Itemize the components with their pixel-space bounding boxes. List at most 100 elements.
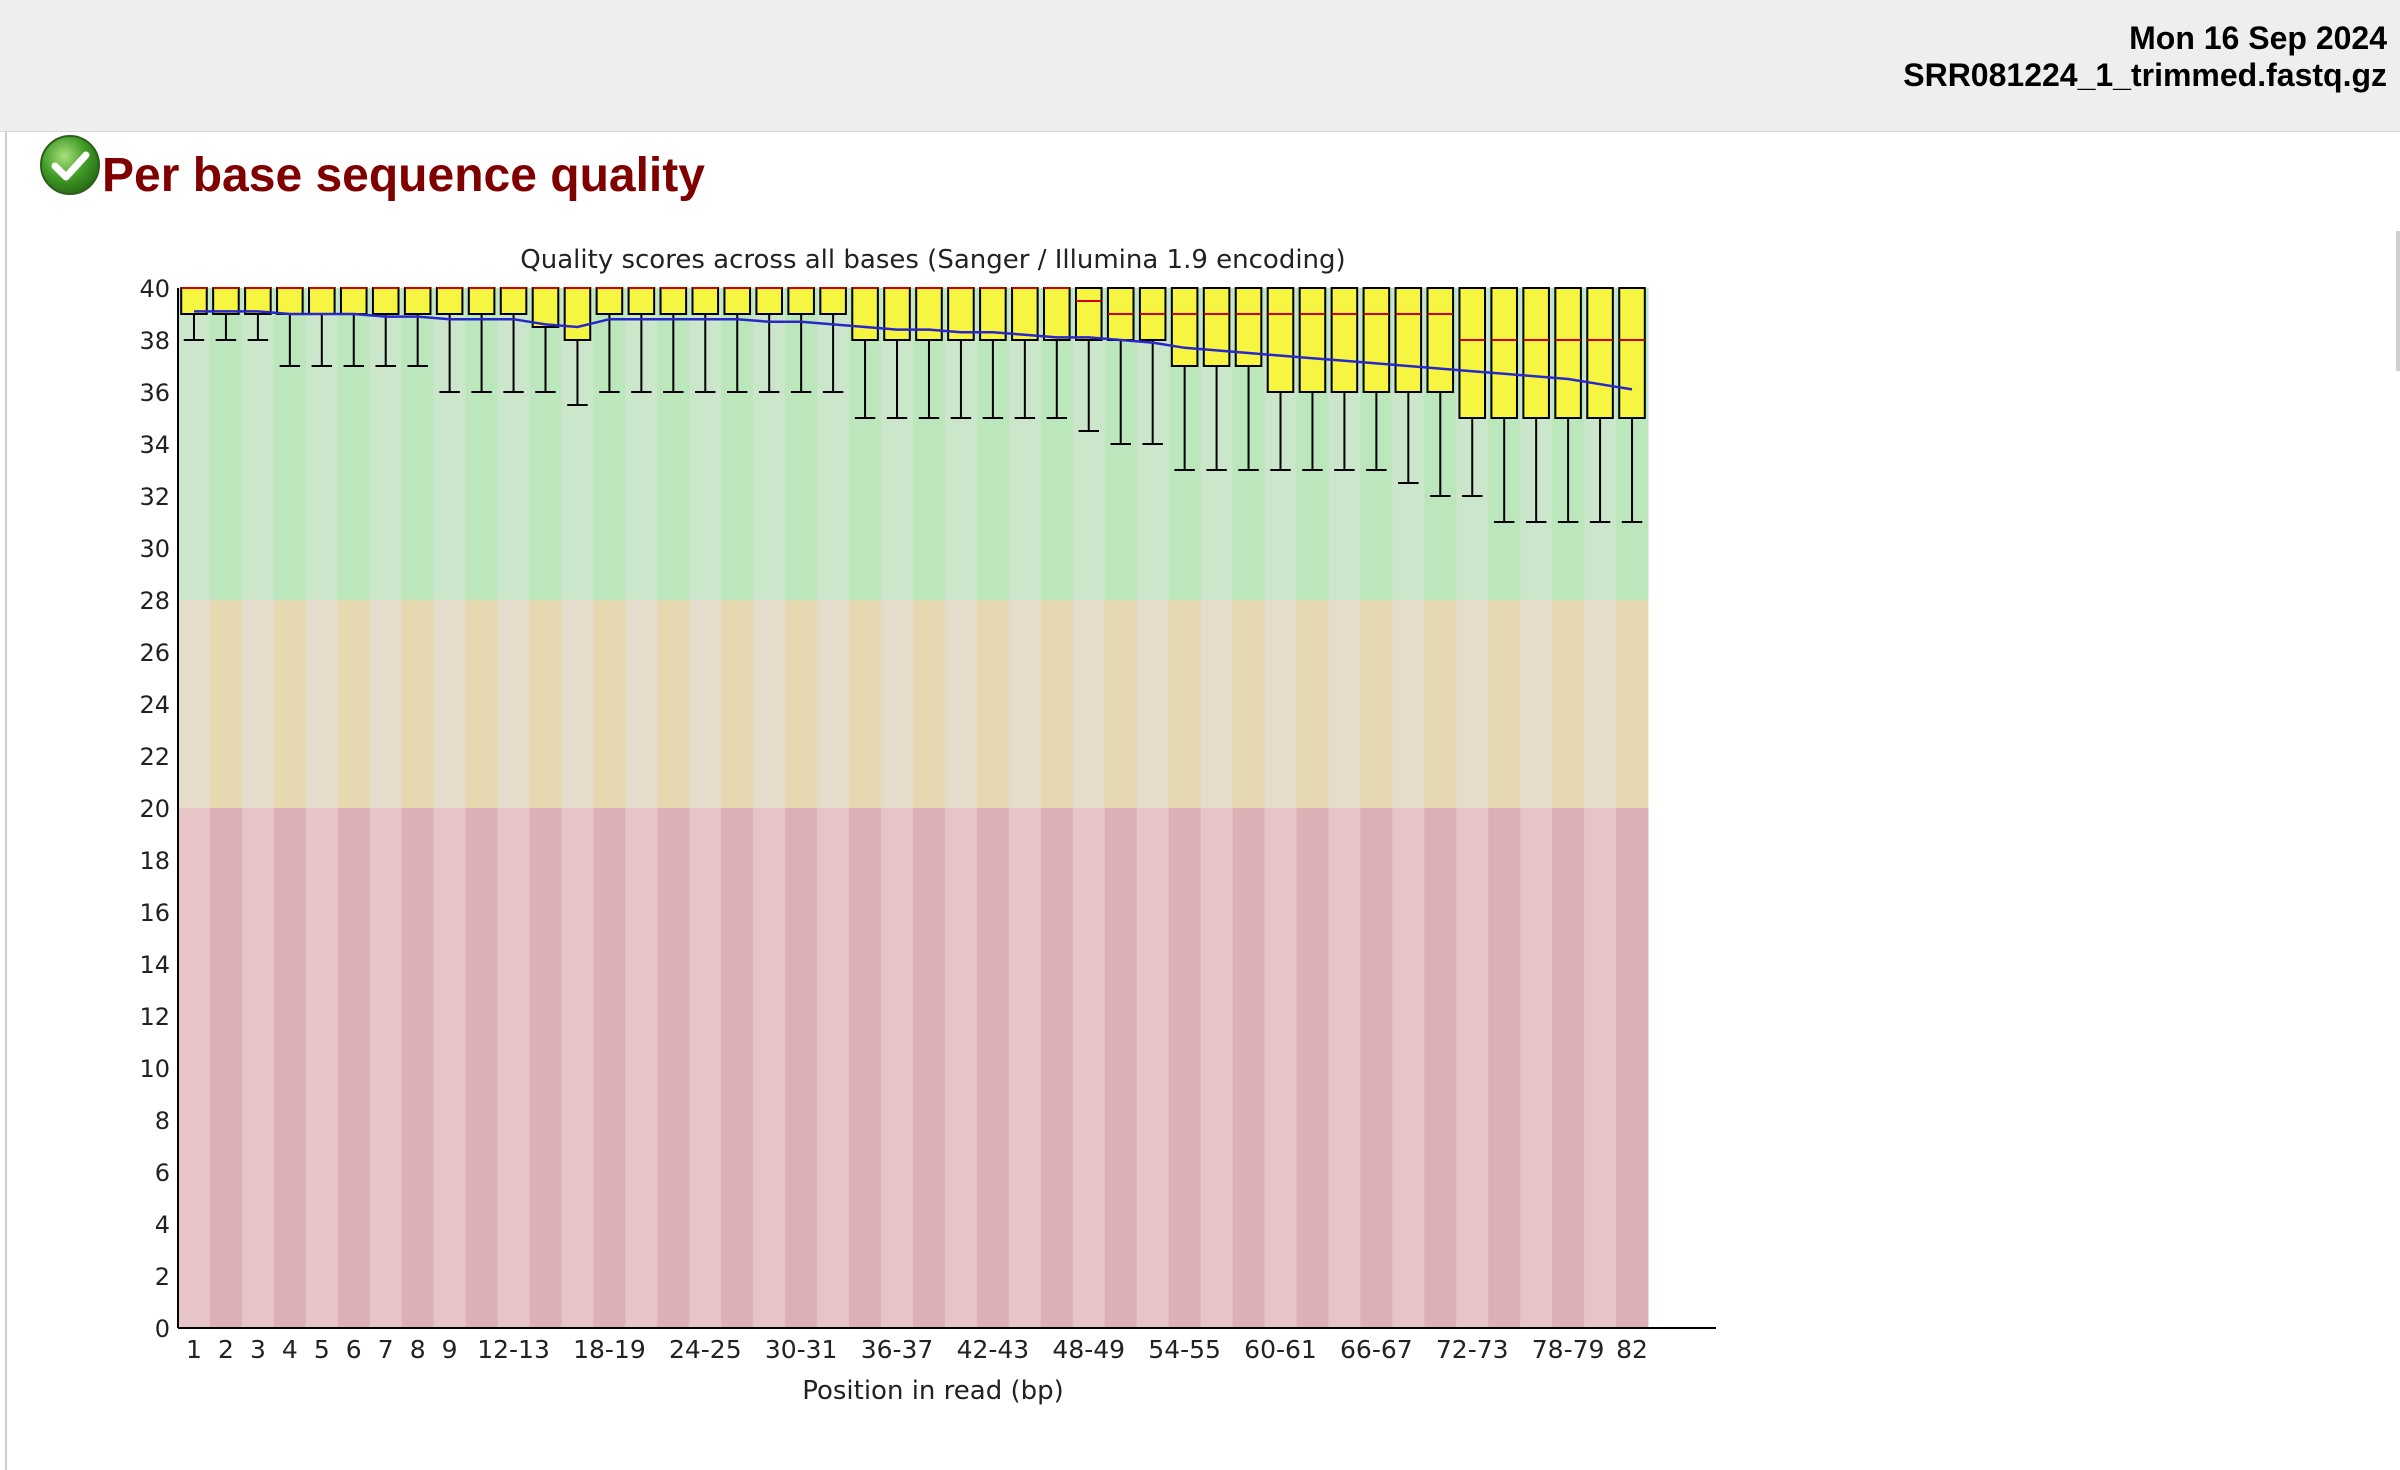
band-red-42 <box>1520 808 1553 1328</box>
band-red-11 <box>529 808 562 1328</box>
band-orange-26 <box>1008 600 1042 808</box>
box-6 <box>339 287 368 367</box>
band-orange-24 <box>944 600 978 808</box>
report-date: Mon 16 Sep 2024 <box>2129 20 2387 56</box>
band-red-44 <box>1584 808 1617 1328</box>
box-68-69 <box>1394 287 1423 484</box>
box-36-37 <box>883 287 911 419</box>
check-circle-icon <box>40 135 100 195</box>
x-tick-label-12-13: 12-13 <box>477 1335 550 1364</box>
y-tick-label-28: 28 <box>139 587 170 615</box>
box-70-71 <box>1426 287 1455 497</box>
y-tick-label-24: 24 <box>139 691 170 719</box>
band-red-3 <box>273 808 307 1328</box>
band-red-34 <box>1264 808 1297 1328</box>
x-tick-label-24-25: 24-25 <box>669 1335 742 1364</box>
band-orange-16 <box>689 600 722 808</box>
box-1 <box>180 287 208 341</box>
band-red-25 <box>976 808 1010 1328</box>
band-red-24 <box>944 808 978 1328</box>
band-red-43 <box>1552 808 1585 1328</box>
band-orange-30 <box>1136 600 1170 808</box>
x-tick-label-48-49: 48-49 <box>1052 1335 1125 1364</box>
band-orange-2 <box>241 600 275 808</box>
axes <box>177 288 1716 1329</box>
band-orange-14 <box>625 600 658 808</box>
band-red-16 <box>689 808 722 1328</box>
band-red-41 <box>1488 808 1521 1328</box>
box-rect-36 <box>1330 287 1359 393</box>
band-red-17 <box>721 808 754 1328</box>
scrollbar-track[interactable] <box>2396 231 2400 371</box>
box-24-25 <box>691 287 720 393</box>
band-orange-40 <box>1456 600 1489 808</box>
box-28-29 <box>755 287 783 393</box>
band-red-10 <box>497 808 531 1328</box>
band-orange-25 <box>976 600 1010 808</box>
band-orange-8 <box>433 600 467 808</box>
x-axis-title: Position in read (bp) <box>802 1376 1064 1406</box>
y-tick-label-34: 34 <box>139 431 170 459</box>
box-20-21 <box>627 287 656 393</box>
x-tick-label-54-55: 54-55 <box>1148 1335 1221 1364</box>
box-rect-45 <box>1618 287 1646 419</box>
x-tick-label-66-67: 66-67 <box>1340 1335 1413 1364</box>
band-red-27 <box>1040 808 1074 1328</box>
band-red-40 <box>1456 808 1489 1328</box>
y-tick-label-8: 8 <box>155 1107 170 1135</box>
box-48-49 <box>1074 287 1103 432</box>
band-orange-44 <box>1584 600 1617 808</box>
box-rect-26 <box>1011 287 1039 341</box>
x-tick-label-8: 8 <box>410 1335 426 1364</box>
box-22-23 <box>659 287 688 393</box>
box-60-61 <box>1266 287 1295 471</box>
box-8 <box>403 287 432 367</box>
band-red-9 <box>465 808 499 1328</box>
x-tick-label-82: 82 <box>1616 1335 1648 1364</box>
band-red-28 <box>1072 808 1106 1328</box>
box-rect-18 <box>755 287 783 315</box>
box-32-33 <box>819 287 847 393</box>
band-orange-6 <box>369 600 403 808</box>
band-red-7 <box>401 808 435 1328</box>
band-orange-43 <box>1552 600 1585 808</box>
box-rect-31 <box>1170 287 1199 367</box>
band-orange-17 <box>721 600 754 808</box>
box-rect-9 <box>467 287 496 315</box>
band-red-38 <box>1392 808 1425 1328</box>
x-tick-label-2: 2 <box>218 1335 234 1364</box>
box-74-75 <box>1490 287 1518 523</box>
box-3 <box>244 287 272 341</box>
box-rect-8 <box>435 287 464 315</box>
box-rect-37 <box>1362 287 1391 393</box>
box-rect-13 <box>595 287 624 315</box>
box-rect-6 <box>371 287 400 315</box>
band-red-13 <box>593 808 626 1328</box>
band-orange-41 <box>1488 600 1521 808</box>
box-80-81 <box>1586 287 1614 523</box>
band-orange-23 <box>913 600 946 808</box>
box-4 <box>276 287 304 367</box>
y-tick-label-2: 2 <box>155 1263 170 1291</box>
band-red-31 <box>1168 808 1202 1328</box>
band-red-18 <box>753 808 786 1328</box>
box-rect-23 <box>915 287 943 341</box>
band-red-19 <box>785 808 818 1328</box>
box-rect-15 <box>659 287 688 315</box>
band-red-14 <box>625 808 658 1328</box>
y-tick-label-10: 10 <box>139 1055 170 1083</box>
x-tick-label-7: 7 <box>378 1335 394 1364</box>
band-red-35 <box>1296 808 1329 1328</box>
box-rect-21 <box>851 287 879 341</box>
band-orange-3 <box>273 600 307 808</box>
band-orange-5 <box>337 600 371 808</box>
band-red-26 <box>1008 808 1042 1328</box>
band-red-12 <box>561 808 594 1328</box>
box-44-45 <box>1011 287 1039 419</box>
band-orange-13 <box>593 600 626 808</box>
box-rect-38 <box>1394 287 1423 393</box>
y-tick-label-38: 38 <box>139 327 170 355</box>
box-82 <box>1618 287 1646 523</box>
